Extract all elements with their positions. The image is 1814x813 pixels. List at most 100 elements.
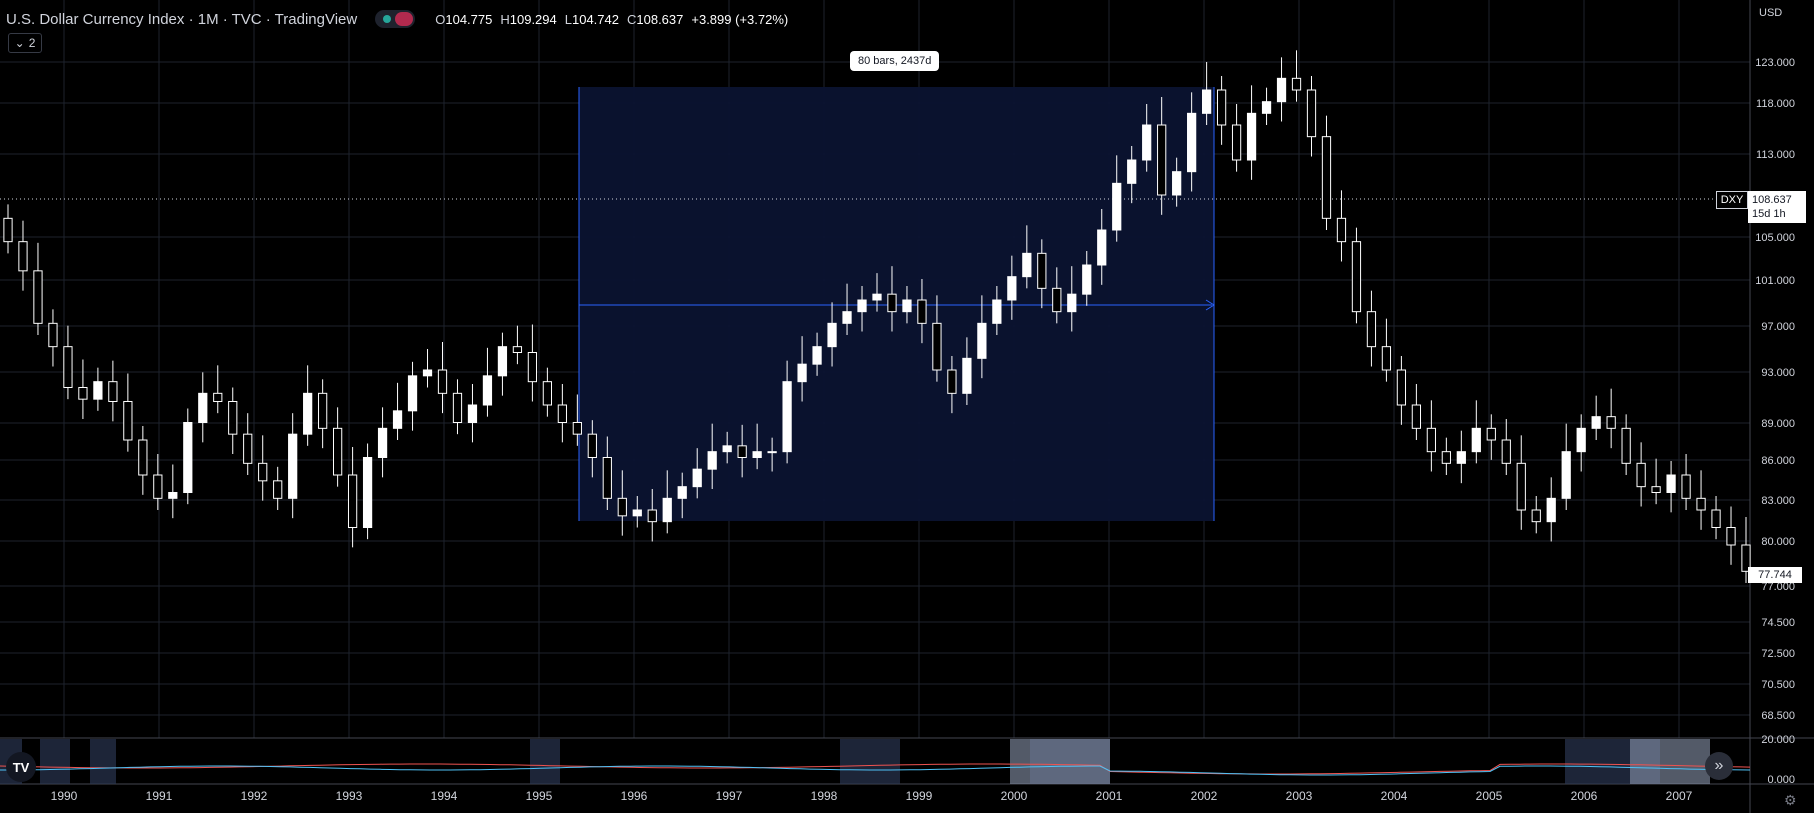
collapse-indicators-button[interactable]: ⌄ 2 (8, 33, 42, 53)
candle-body (1261, 101, 1272, 114)
candle-body (1561, 451, 1571, 499)
settings-icon[interactable]: ⚙ (1784, 792, 1797, 808)
candle-body (1157, 124, 1167, 196)
candle-body (1531, 509, 1541, 523)
candle-body (737, 445, 747, 459)
candle-body (602, 457, 612, 499)
low-key: L (564, 11, 572, 27)
time-axis-label: 1995 (526, 789, 553, 803)
time-axis-label: 1993 (336, 789, 363, 803)
time-axis-label: 2001 (1096, 789, 1123, 803)
candle-body (407, 375, 418, 412)
candle-body (1441, 451, 1451, 464)
price-axis-label: 101.000 (1755, 275, 1795, 287)
candle-body (1037, 252, 1047, 289)
time-axis-label: 1998 (811, 789, 838, 803)
candle-body (258, 462, 268, 482)
change-value: +3.899 (+3.72%) (691, 11, 789, 27)
candle-body (1216, 89, 1227, 126)
candle-body (887, 293, 897, 313)
price-axis-label: 83.000 (1761, 495, 1795, 507)
open-value: 104.775 (445, 11, 493, 27)
candle-body (1501, 439, 1511, 464)
candle-body (1711, 509, 1721, 528)
visibility-toggle[interactable] (375, 10, 416, 28)
candle-body (707, 451, 717, 470)
candle-body (18, 241, 28, 272)
symbol-title[interactable]: U.S. Dollar Currency Index · 1M · TVC · … (6, 10, 358, 28)
tradingview-logo-icon[interactable]: TV (6, 752, 36, 782)
candle-body (1202, 89, 1212, 114)
candle-body (1007, 276, 1017, 301)
chart-legend: U.S. Dollar Currency Index · 1M · TVC · … (6, 9, 788, 29)
candle-body (1172, 171, 1182, 196)
candle-body (63, 346, 73, 388)
candle-body (1082, 264, 1092, 295)
time-axis-label: 2002 (1191, 789, 1218, 803)
candle-body (1366, 311, 1377, 348)
candle-body (677, 486, 687, 499)
candle-body (467, 404, 478, 423)
high-value: 109.294 (509, 11, 557, 27)
time-axis-label: 2006 (1571, 789, 1598, 803)
indicator-band (530, 739, 560, 784)
price-axis-label: 93.000 (1761, 367, 1795, 379)
measure-arrow-head (1205, 299, 1215, 311)
candle-body (1396, 369, 1407, 406)
candle-body (977, 322, 987, 359)
candle-body (1097, 229, 1107, 266)
candle-body (1666, 474, 1676, 493)
candle-body (812, 346, 822, 365)
symbol-tag: DXY (1716, 191, 1748, 209)
candle-body (1681, 474, 1691, 499)
candle-body (842, 311, 852, 324)
chevron-down-icon: ⌄ (14, 36, 25, 50)
price-axis-label: 68.500 (1761, 710, 1795, 722)
candle-body (917, 299, 927, 324)
candle-body (362, 457, 373, 528)
price-axis-label: 89.000 (1761, 418, 1795, 430)
candle-body (1426, 427, 1436, 453)
live-dot-icon (383, 15, 392, 23)
time-axis-label: 1994 (431, 789, 458, 803)
candle-body (587, 433, 597, 458)
candle-body (572, 422, 582, 435)
indicator-band (1010, 739, 1110, 784)
currency-selector[interactable]: USD (1759, 7, 1783, 19)
candle-body (303, 392, 313, 435)
candle-body (752, 451, 762, 458)
candle-body (992, 299, 1002, 324)
price-axis-label: 80.000 (1761, 536, 1795, 548)
candle-body (1187, 112, 1197, 173)
indicator-line-red (0, 763, 1751, 775)
candle-body (542, 381, 552, 406)
candle-body (33, 270, 43, 324)
candle-body (392, 410, 403, 429)
candle-body (198, 392, 208, 424)
scroll-to-realtime-button[interactable]: » (1705, 752, 1733, 780)
candle-body (1291, 77, 1302, 91)
candle-body (108, 381, 118, 402)
price-axis-label: 105.000 (1755, 232, 1795, 244)
price-axis-label: 74.500 (1761, 617, 1795, 629)
candle-body (78, 387, 88, 400)
candle-body (947, 369, 957, 394)
candle-body (168, 492, 178, 499)
time-axis-label: 2000 (1001, 789, 1028, 803)
candle-body (1306, 89, 1317, 138)
candle-body (647, 509, 657, 523)
candle-body (138, 439, 148, 476)
candle-body (318, 392, 328, 429)
current-price-tag: 108.637 15d 1h (1748, 191, 1806, 223)
time-axis-label: 2004 (1381, 789, 1408, 803)
candle-body (782, 381, 792, 453)
candle-body (662, 497, 672, 523)
high-key: H (500, 11, 510, 27)
candle-body (632, 509, 642, 517)
candle-body (437, 369, 448, 394)
candle-body (1067, 293, 1077, 313)
time-axis-label: 2005 (1476, 789, 1503, 803)
candle-body (1546, 497, 1556, 523)
time-axis-label: 1996 (621, 789, 648, 803)
